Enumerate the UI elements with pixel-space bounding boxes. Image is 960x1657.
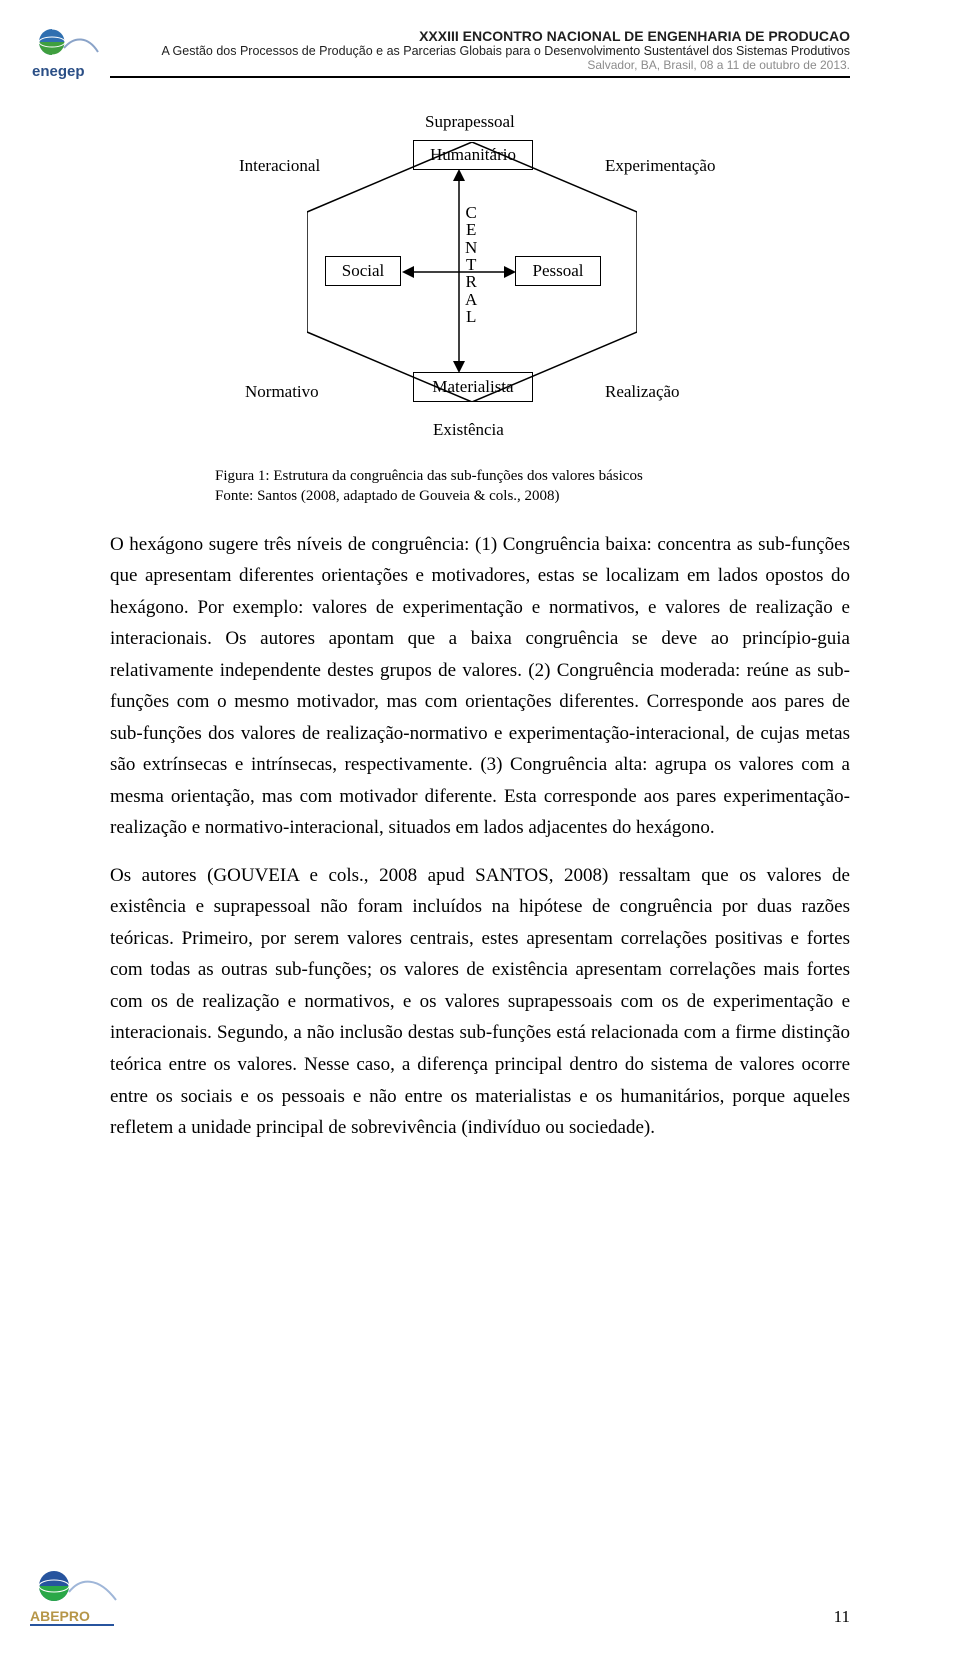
- header-title: XXXIII ENCONTRO NACIONAL DE ENGENHARIA D…: [110, 28, 850, 44]
- box-social: Social: [325, 256, 401, 286]
- page-number: 11: [834, 1607, 850, 1627]
- label-realizacao: Realização: [605, 382, 680, 402]
- svg-text:enegep: enegep: [32, 63, 85, 80]
- caption-title: Figura 1: Estrutura da congruência das s…: [215, 468, 643, 484]
- abepro-logo: ABEPRO: [30, 1566, 120, 1635]
- page-header: enegep XXXIII ENCONTRO NACIONAL DE ENGEN…: [110, 28, 850, 72]
- label-normativo: Normativo: [245, 382, 319, 402]
- box-humanitario: Humanitário: [413, 140, 533, 170]
- svg-text:ABEPRO: ABEPRO: [30, 1608, 90, 1624]
- figure-1-hexagon-diagram: Suprapessoal Interacional Normativo Exis…: [215, 112, 745, 507]
- label-suprapessoal: Suprapessoal: [425, 112, 515, 132]
- enegep-logo: enegep: [30, 26, 102, 87]
- header-rule: [110, 76, 850, 78]
- paragraph-1: O hexágono sugere três níveis de congruê…: [110, 529, 850, 844]
- body-text: O hexágono sugere três níveis de congruê…: [110, 529, 850, 1144]
- label-existencia: Existência: [433, 420, 504, 440]
- label-interacional: Interacional: [239, 156, 320, 176]
- header-location-date: Salvador, BA, Brasil, 08 a 11 de outubro…: [110, 58, 850, 72]
- box-materialista: Materialista: [413, 372, 533, 402]
- label-central: C E N T R A L: [465, 204, 478, 325]
- box-pessoal: Pessoal: [515, 256, 601, 286]
- label-experimentacao: Experimentação: [605, 156, 715, 176]
- paragraph-2: Os autores (GOUVEIA e cols., 2008 apud S…: [110, 860, 850, 1144]
- caption-source: Fonte: Santos (2008, adaptado de Gouveia…: [215, 486, 745, 506]
- header-subtitle: A Gestão dos Processos de Produção e as …: [110, 44, 850, 58]
- figure-caption: Figura 1: Estrutura da congruência das s…: [215, 466, 745, 507]
